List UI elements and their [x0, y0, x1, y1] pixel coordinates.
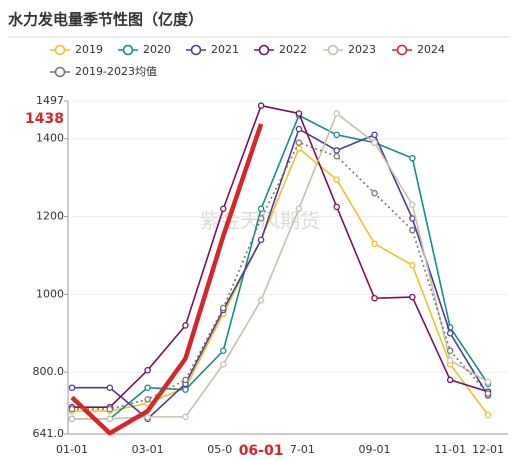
y-tick-label: 641.0 [33, 427, 65, 440]
series-point [409, 293, 416, 301]
series-point [446, 329, 454, 337]
y-highlight-label: 1438 [25, 111, 64, 127]
series-point [257, 215, 265, 222]
series-point [446, 347, 454, 354]
series-point [68, 384, 76, 391]
series-line [70, 123, 264, 436]
series-point [371, 189, 378, 197]
series-point [409, 226, 416, 234]
series-line [72, 112, 489, 420]
legend-label: 2021 [211, 43, 239, 56]
series-point [409, 201, 416, 209]
x-highlight-label: 06-01 [239, 443, 284, 459]
series-point [182, 386, 189, 393]
series-point [409, 261, 416, 269]
series-point [409, 215, 416, 222]
legend-swatch-dot [396, 44, 408, 56]
series-point [409, 154, 416, 162]
legend-swatch-dot [54, 44, 66, 56]
legend-swatch-dot [122, 44, 134, 56]
series-point [257, 102, 265, 109]
series-line [72, 141, 489, 410]
x-tick-label: 05-01 [207, 443, 239, 456]
series-point [484, 378, 492, 386]
legend-label: 2019-2023均值 [75, 65, 157, 78]
y-tick-label: 800.0 [33, 365, 65, 378]
series-point [220, 205, 227, 213]
series-point [144, 366, 151, 374]
series-point [333, 152, 340, 160]
series-point [333, 203, 340, 211]
legend-swatch-dot [54, 66, 66, 78]
chart-title: 水力发电量季节性图（亿度） [8, 11, 203, 29]
y-tick-label: 1000 [36, 287, 64, 300]
series-point [106, 415, 114, 423]
series-point [220, 347, 227, 354]
series-point [220, 361, 227, 368]
series-point [144, 384, 151, 391]
series-point [371, 240, 378, 248]
legend-swatch-dot [190, 44, 202, 56]
legend-label: 2019 [75, 43, 103, 56]
series-point [68, 415, 76, 423]
y-tick-label: 1497 [36, 94, 64, 107]
series-point [68, 405, 76, 413]
series-point [333, 110, 340, 117]
series-point [333, 131, 340, 139]
legend-label: 2024 [417, 43, 445, 56]
series-point [220, 304, 227, 312]
series-point [257, 236, 265, 244]
x-tick-label: 12-01 [472, 443, 504, 456]
series-point [333, 147, 340, 154]
series-point [484, 411, 492, 419]
legend-swatch-dot [258, 44, 270, 56]
x-tick-label: 03-01 [132, 443, 164, 456]
x-highlight-bg [233, 440, 290, 460]
series-point [106, 384, 114, 391]
series-point [446, 376, 454, 384]
series-point [484, 390, 492, 397]
series-point [182, 322, 189, 329]
series-point [295, 110, 303, 117]
series-line [72, 147, 489, 416]
legend-label: 2022 [279, 43, 307, 56]
x-tick-label: 07-01 [283, 443, 315, 456]
series-point [257, 296, 265, 304]
legend-label: 2023 [348, 43, 376, 56]
series-point [295, 145, 303, 152]
series-point [446, 357, 454, 364]
legend-swatch-dot [327, 44, 339, 56]
y-tick-label: 1400 [36, 132, 64, 145]
x-tick-label: 09-01 [359, 443, 391, 456]
series-point [106, 405, 114, 413]
series-point [182, 413, 189, 421]
series-line [72, 114, 489, 420]
series-point [295, 139, 303, 146]
series-point [295, 125, 303, 133]
series-line [72, 104, 489, 408]
series-point [295, 205, 303, 213]
series-point [333, 176, 340, 183]
series-point [371, 294, 378, 302]
series-point [144, 396, 151, 403]
y-tick-label: 1200 [36, 210, 64, 223]
x-tick-label: 01-01 [56, 443, 88, 456]
series-point [371, 139, 378, 146]
series-point [144, 413, 151, 421]
series-point [371, 131, 378, 139]
series-point [182, 376, 189, 384]
series-line [72, 128, 489, 420]
series-point [257, 205, 265, 213]
legend-label: 2020 [143, 43, 171, 56]
x-tick-label: 11-01 [434, 443, 466, 456]
